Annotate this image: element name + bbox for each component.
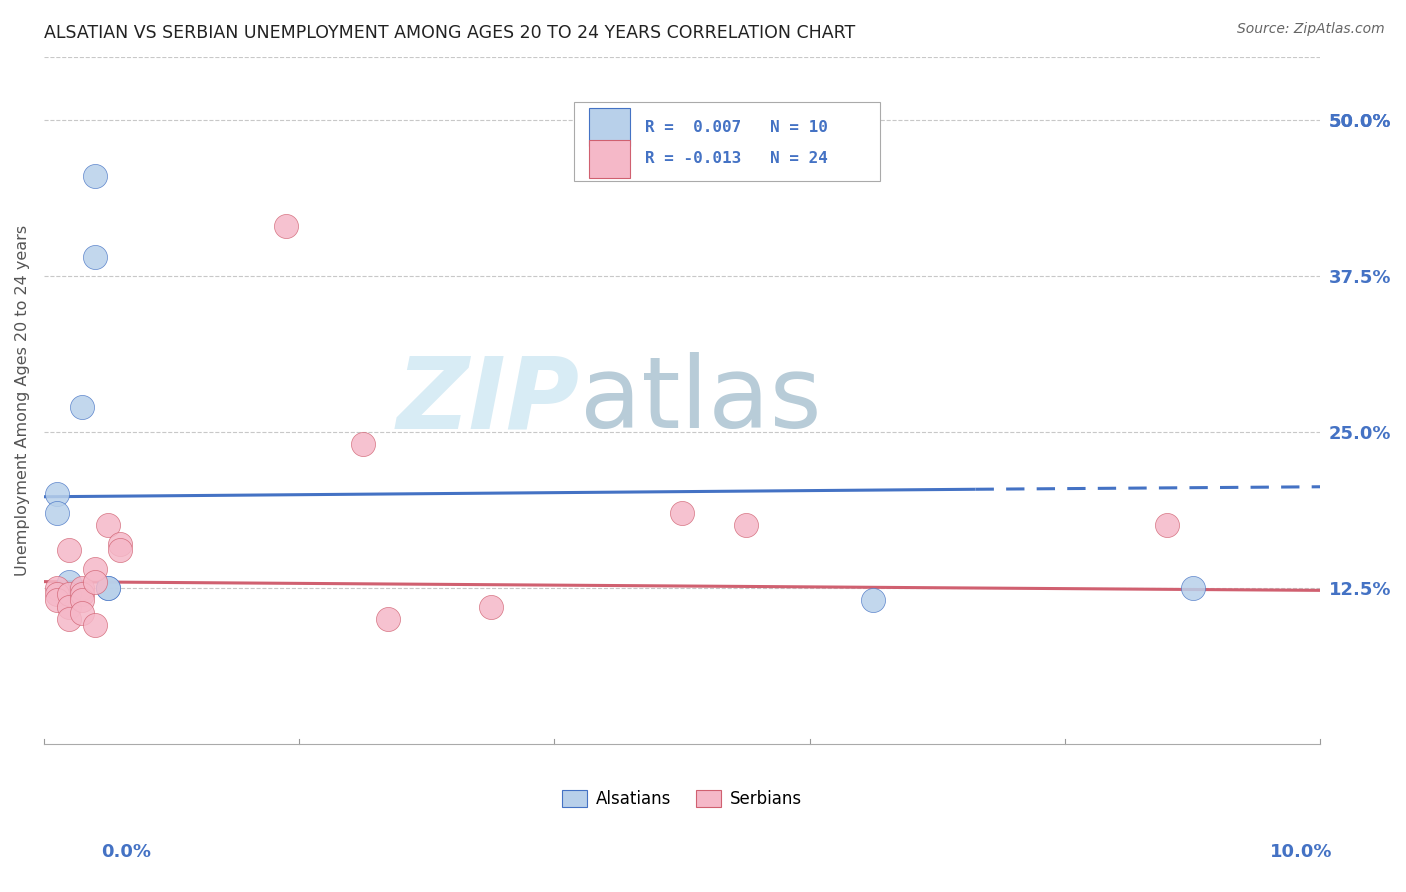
Point [70,581,93,595]
Point [97,581,120,595]
Point [734,518,756,533]
Point [84,618,107,632]
Text: atlas: atlas [579,352,821,450]
Point [97,518,120,533]
Point [70,593,93,607]
Point [862,593,884,607]
Point [110,537,132,551]
Point [70,606,93,620]
Point [352,437,374,451]
Bar [589,140,630,178]
Text: Source: ZipAtlas.com: Source: ZipAtlas.com [1237,22,1385,37]
Point [58,612,80,626]
Point [70,400,93,414]
Point [276,219,298,233]
Point [45,581,67,595]
Point [45,593,67,607]
Point [45,487,67,501]
Point [45,587,67,601]
Legend: Alsatians, Serbians: Alsatians, Serbians [555,783,808,814]
Point [97,581,120,595]
Point [58,599,80,614]
Text: 0.0%: 0.0% [101,843,152,861]
Point [45,506,67,520]
Text: R =  0.007   N = 10: R = 0.007 N = 10 [645,120,828,135]
Point [84,169,107,183]
Bar [589,108,630,146]
Point [58,574,80,589]
Text: R = -0.013   N = 24: R = -0.013 N = 24 [645,152,828,166]
Point [70,587,93,601]
Point [1181,581,1204,595]
Y-axis label: Unemployment Among Ages 20 to 24 years: Unemployment Among Ages 20 to 24 years [15,225,30,576]
Point [84,574,107,589]
Point [84,250,107,264]
Point [110,543,132,558]
Point [377,612,399,626]
Text: 10.0%: 10.0% [1271,843,1333,861]
Point [84,562,107,576]
Point [479,599,502,614]
Point [671,506,693,520]
Point [1156,518,1178,533]
Text: ZIP: ZIP [396,352,579,450]
FancyBboxPatch shape [574,102,880,181]
Point [58,587,80,601]
Text: ALSATIAN VS SERBIAN UNEMPLOYMENT AMONG AGES 20 TO 24 YEARS CORRELATION CHART: ALSATIAN VS SERBIAN UNEMPLOYMENT AMONG A… [44,24,855,42]
Point [58,543,80,558]
